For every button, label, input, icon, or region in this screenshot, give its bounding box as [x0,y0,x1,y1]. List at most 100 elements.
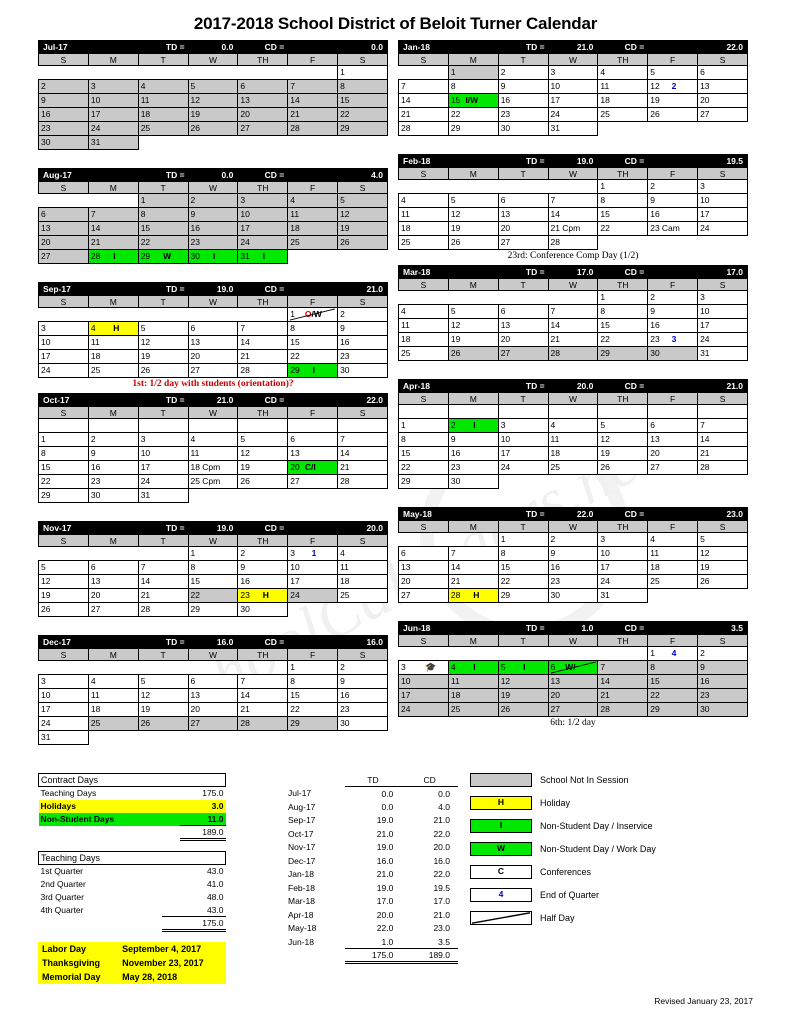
day-number: 23 [340,351,350,361]
month-block-nov-17: Nov-17 TD = 19.0 CD = 20.0 S M T W TH F S 1 2 3 1 4 5 6 7 8 9… [38,521,388,631]
day-cell: 11 [398,318,449,333]
day-number: 26 [190,123,200,133]
day-cell-empty [598,236,648,250]
end-of-quarter-marker: 2 [671,81,677,91]
day-cell: 7 [237,321,289,336]
day-cell: 27 [547,702,599,717]
day-cell-empty [188,731,238,745]
dow-f: F [647,278,699,291]
td-label: TD = [137,40,189,54]
contract-row-value: 175.0 [202,788,224,799]
legend-swatch-non-student-day-work-day: W [470,842,532,856]
day-cell: 15 [597,318,649,333]
day-number: 14 [550,320,560,330]
td-cd-td-value: 17.0 [376,896,394,907]
day-cell-empty [188,489,238,503]
day-number: 8 [500,548,506,558]
day-cell: 13 [647,432,699,447]
day-number: 19 [600,448,610,458]
day-number: 7 [140,562,146,572]
td-cd-month: Jul-17 [288,788,312,799]
td-cd-cd-value: 17.0 [433,896,450,907]
day-cell: 22 [597,332,649,347]
day-number: 27 [90,604,101,614]
day-number: 10 [700,306,710,316]
dow-t: T [137,181,189,194]
month-name: Aug-17 [38,168,139,182]
td-cd-cd-value: 23.0 [433,923,450,934]
dow-m: M [447,278,499,291]
cd-value: 3.5 [647,621,748,635]
dow-t: T [497,278,549,291]
td-cd-cd-value: 21.0 [433,909,450,920]
dow-m: M [447,53,499,66]
week-row: 13 14 15 16 17 18 19 [398,560,748,575]
td-label: TD = [497,379,549,393]
dow-th: TH [597,167,649,180]
day-cell: 9 [38,93,89,108]
day-cell: 25 [547,460,599,475]
day-number: 14 [90,223,101,233]
td-cd-cd-value: 22.0 [433,828,450,839]
day-cell: 16 [337,335,388,350]
day-cell: 22 [137,235,189,250]
day-number: 16 [650,209,660,219]
day-cell: 25 [337,588,388,603]
day-cell: 18 [87,702,139,717]
day-cell: 26 [697,574,748,589]
day-number: 31 [700,348,710,358]
day-number: 26 [500,704,511,714]
day-number: 20 [41,237,51,247]
day-number: 8 [290,323,295,333]
day-cell: 6 [647,418,699,433]
day-number: 23 [240,590,250,600]
day-number: 20 [240,109,250,119]
td-cd-month: Apr-18 [288,909,314,920]
day-cell: 4 [547,418,599,433]
day-number: 25 [190,476,200,486]
day-number: 5 [240,434,246,444]
day-number: 22 [401,462,411,472]
orientation-marker: O [304,309,312,319]
day-cell: 1 [38,432,89,447]
day-cell: 7 [597,660,649,675]
day-cell: 18 Cpm [187,460,239,475]
day-number: 11 [290,209,300,219]
dow-th: TH [597,634,649,647]
day-cell-empty [238,731,288,745]
day-number: 23 [650,223,660,233]
day-number: 23 [700,690,710,700]
day-cell: 24 [38,363,89,378]
dow-t: T [137,406,189,419]
day-cell: 27 [398,588,449,603]
day-cell: 20 [647,446,699,461]
month-note: 6th: 1/2 day [550,718,596,728]
day-cell-empty [137,418,189,433]
td-label: TD = [497,507,549,521]
day-cell: 12 [137,335,189,350]
day-cell: 21 [237,349,289,364]
day-cell: 20 [187,349,239,364]
day-cell: 19 [647,93,699,108]
day-cell: 8 [447,79,499,94]
day-number: 10 [500,434,511,444]
day-number: 4 [340,548,345,558]
day-number: 28 [140,604,151,614]
cd-label: CD = [237,393,289,407]
td-label: TD = [497,154,549,168]
day-number: 29 [450,123,461,133]
day-number: 5 [140,323,146,333]
day-number: 6 [700,67,705,77]
legend-label: Non-Student Day / Work Day [540,844,656,854]
day-cell: 28 H [447,588,499,603]
day-number: 27 [650,462,660,472]
day-cell: 3 [497,418,549,433]
day-cell: 23 [337,349,388,364]
calendar-table-nov-17: Nov-17 TD = 19.0 CD = 20.0 S M T W TH F S 1 2 3 1 4 5 6 7 8 9… [38,521,388,617]
week-row: 7 8 9 10 11 12 2 13 [398,79,748,94]
td-cd-month: Jun-18 [288,936,314,947]
teaching-row-label: 2nd Quarter [40,879,86,889]
day-cell: 25 [87,363,139,378]
dow-th: TH [597,278,649,291]
